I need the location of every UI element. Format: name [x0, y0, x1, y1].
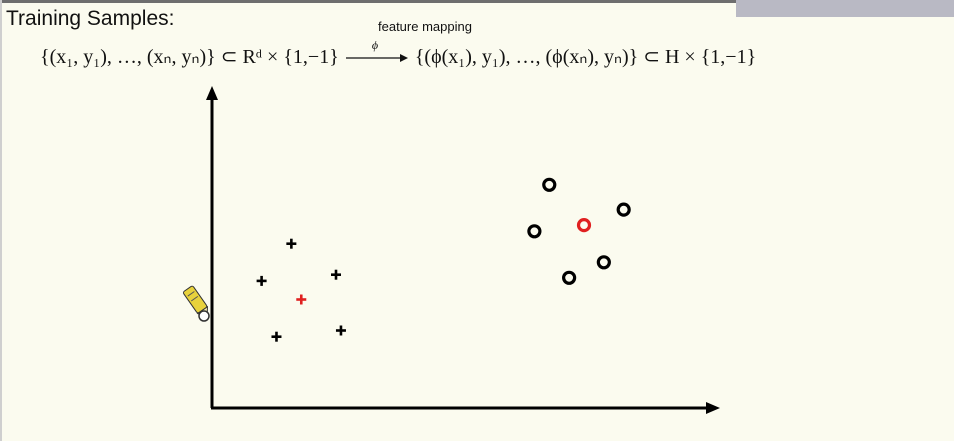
plus-centroid — [296, 294, 307, 305]
circle-point — [562, 270, 577, 285]
mapping-arrow: ϕ — [345, 38, 408, 65]
arrow-right-icon — [345, 54, 408, 62]
plus-point — [331, 269, 341, 280]
circle-centroid — [576, 218, 592, 233]
x-axis-arrowhead — [706, 402, 720, 414]
y-axis-arrowhead — [206, 86, 218, 100]
slide-title: Training Samples: — [6, 7, 175, 30]
formula-rhs: {(ϕ(x₁), y₁), …, (ϕ(xₙ), yₙ)} ⊂ H × {1,−… — [414, 46, 757, 68]
cursor-hotspot — [198, 310, 210, 322]
feature-mapping-caption: feature mapping — [378, 19, 472, 34]
y-axis — [206, 86, 218, 408]
formula-lhs: {(x₁, y₁), …, (xₙ, yₙ)} ⊂ Rᵈ × {1,−1} — [40, 46, 339, 68]
plus-point — [335, 325, 346, 336]
circle-point — [527, 224, 542, 239]
circle-point — [596, 255, 611, 270]
corner-block — [736, 0, 954, 17]
plus-point — [271, 331, 282, 342]
top-rule — [0, 0, 954, 3]
plus-point — [256, 275, 267, 286]
x-axis — [211, 402, 720, 414]
circle-point — [542, 177, 557, 192]
mapping-formula: {(x₁, y₁), …, (xₙ, yₙ)} ⊂ Rᵈ × {1,−1} ϕ … — [40, 38, 920, 69]
phi-label: ϕ — [371, 38, 379, 52]
data-points — [256, 177, 631, 342]
circle-point — [616, 202, 631, 217]
left-edge — [0, 0, 2, 441]
plus-point — [286, 238, 297, 249]
